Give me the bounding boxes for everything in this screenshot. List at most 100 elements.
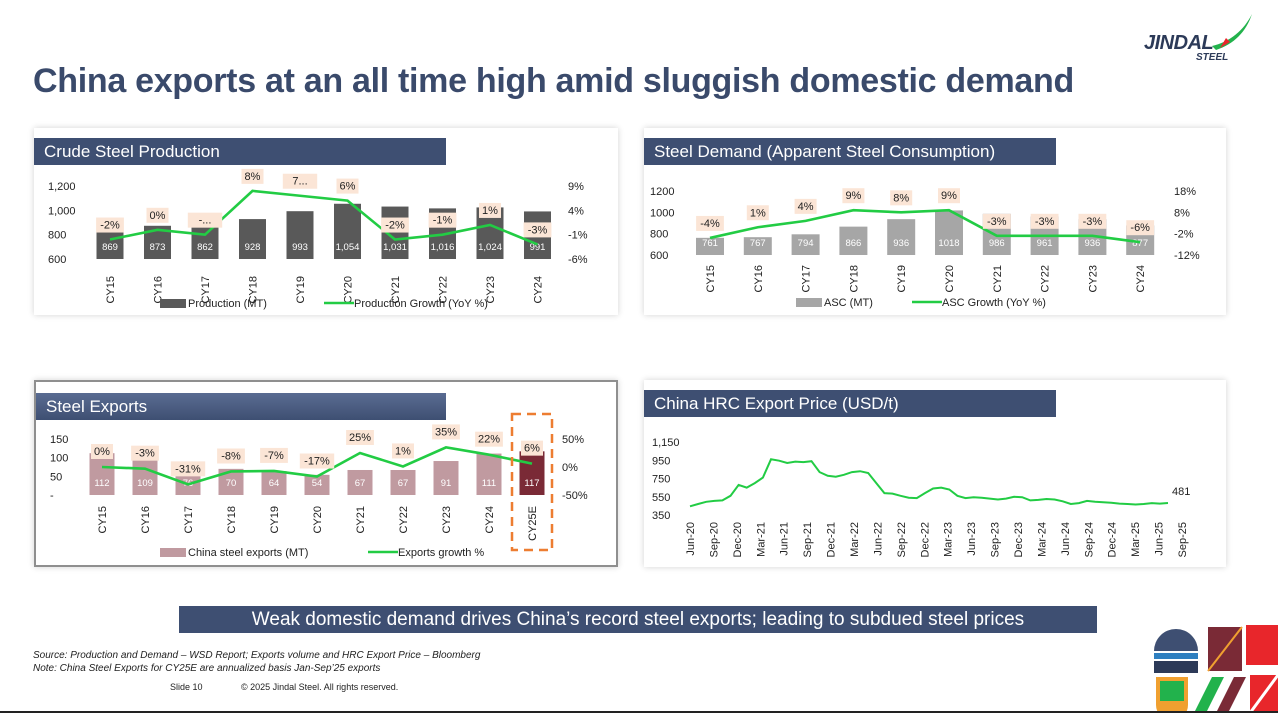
- y-left-tick-label: -: [50, 490, 54, 502]
- growth-label: 1%: [395, 445, 411, 457]
- category-tick-label: CY24: [533, 276, 545, 304]
- category-tick-label: CY17: [801, 265, 813, 293]
- y-right-tick-label: 8%: [1174, 207, 1190, 219]
- x-tick-label: Dec-21: [826, 522, 838, 557]
- growth-label: -3%: [1083, 216, 1103, 228]
- y-right-tick-label: 9%: [568, 181, 584, 193]
- y-left-tick-label: 50: [50, 471, 62, 483]
- y-tick-label: 350: [652, 510, 670, 522]
- growth-label: -3%: [1035, 216, 1055, 228]
- bar-cy15: [696, 237, 724, 255]
- growth-label: 1%: [482, 205, 498, 217]
- category-tick-label: CY20: [343, 276, 355, 304]
- growth-label: -7%: [264, 450, 284, 462]
- growth-label-box: [938, 188, 960, 204]
- y-tick-label: 1,150: [652, 437, 680, 449]
- growth-label-box: [96, 217, 124, 233]
- bar-cy16: [132, 454, 158, 495]
- bar-cy15: [89, 453, 115, 495]
- category-tick-label: CY23: [441, 506, 453, 534]
- growth-label: -3%: [135, 448, 155, 460]
- steel-exports-title: Steel Exports: [36, 393, 446, 420]
- decorative-pattern-graphic: [1154, 625, 1278, 713]
- category-tick-label: CY22: [438, 276, 450, 304]
- hrc-export-price-title: China HRC Export Price (USD/t): [644, 390, 1056, 417]
- growth-label: 0%: [94, 446, 110, 458]
- cy25e-highlight-box: [510, 412, 554, 552]
- x-tick-label: Sep-25: [1177, 522, 1189, 557]
- growth-label-box: [1126, 220, 1155, 236]
- bar-value-label: 1018: [938, 238, 959, 249]
- category-tick-label: CY16: [753, 265, 765, 293]
- crude-steel-production-panel: Crude Steel Production 1,200 1,000 800 600 9…: [34, 128, 618, 315]
- growth-label: 9%: [845, 190, 861, 202]
- y-left-tick-label: 1200: [650, 186, 674, 198]
- growth-label-box: [428, 212, 457, 228]
- growth-label-box: [842, 188, 865, 204]
- y-right-tick-label: 18%: [1174, 186, 1196, 198]
- steel-exports-panel: Steel Exports 150 100 50-50% 0% -50% 112 CY15 1…: [34, 380, 618, 567]
- bar-value-label: 111: [482, 478, 496, 489]
- growth-label-box: [336, 178, 359, 194]
- growth-label-box: [392, 443, 414, 459]
- x-tick-label: Jun-24: [1060, 522, 1072, 556]
- x-tick-label: Mar-21: [755, 522, 767, 557]
- growth-label-box: [91, 444, 113, 459]
- category-tick-label: CY20: [312, 506, 324, 534]
- x-tick-label: Mar-25: [1130, 522, 1142, 557]
- growth-label-box: [241, 168, 264, 184]
- slide-number: Slide 10: [170, 682, 203, 692]
- bar-value-label: 1,024: [478, 242, 502, 253]
- crude-steel-production-title: Crude Steel Production: [34, 138, 446, 165]
- category-tick-label: CY18: [226, 506, 238, 534]
- growth-label: -31%: [175, 463, 201, 475]
- y-tick-label: 950: [652, 455, 670, 467]
- footer-rule: [0, 711, 1278, 713]
- category-tick-label: CY19: [896, 265, 908, 293]
- growth-label: 8%: [893, 192, 909, 204]
- crude-steel-production-chart: 1,200 1,000 800 600 9% 4% -1% -6% 869 CY15 873 CY16…: [48, 168, 588, 310]
- growth-label: 0%: [150, 210, 166, 222]
- x-tick-label: Jun-21: [779, 522, 791, 556]
- growth-label: 25%: [349, 432, 371, 444]
- growth-label: -...: [199, 215, 212, 227]
- growth-label: 8%: [245, 171, 261, 183]
- hrc-export-price-panel: China HRC Export Price (USD/t) 1,150 950 7…: [644, 380, 1226, 567]
- y-right-tick-label: 50%: [562, 434, 584, 446]
- x-tick-label: Jun-20: [685, 522, 697, 556]
- exports-note: Note: China Steel Exports for CY25E are …: [33, 663, 381, 674]
- bar-value-label: 67: [355, 478, 366, 489]
- x-tick-label: Mar-23: [943, 522, 955, 557]
- bar-value-label: 936: [893, 238, 909, 249]
- growth-label-box: [432, 424, 460, 440]
- legend-bar-swatch: [796, 298, 822, 307]
- bar-cy20: [334, 203, 361, 259]
- bar-cy18: [239, 219, 266, 259]
- bar-value-label: 767: [750, 238, 766, 249]
- x-tick-label: Jun-23: [966, 522, 978, 556]
- category-tick-label: CY24: [484, 506, 496, 534]
- bar-value-label: 1,054: [336, 242, 360, 253]
- y-right-tick-label: -12%: [1174, 250, 1200, 262]
- growth-label-box: [146, 207, 169, 223]
- bar-value-label: 991: [530, 242, 546, 253]
- steel-demand-panel: Steel Demand (Apparent Steel Consumption…: [644, 128, 1226, 315]
- category-tick-label: CY24: [1135, 265, 1147, 293]
- steel-demand-chart: 1200 1000 800 600 18% 8% -2% -12% 761 CY15 767 CY16…: [650, 186, 1200, 309]
- growth-label-box: [1030, 213, 1059, 229]
- bar-value-label: 866: [845, 238, 861, 249]
- bar-value-label: 70: [226, 478, 237, 489]
- bar-cy18: [839, 226, 868, 255]
- x-tick-label: Sep-22: [896, 522, 908, 557]
- legend-bar-label: China steel exports (MT): [188, 547, 308, 559]
- growth-label-box: [523, 222, 552, 238]
- growth-label: -3%: [987, 216, 1007, 228]
- y-left-tick-label: 1,200: [48, 181, 76, 193]
- category-tick-label: CY15: [97, 506, 109, 534]
- logo-sub-text: STEEL: [1196, 52, 1229, 63]
- growth-line: [101, 446, 533, 486]
- bar-value-label: 64: [269, 478, 280, 489]
- x-tick-label: Jun-25: [1154, 522, 1166, 556]
- y-left-tick-label: 600: [650, 250, 668, 262]
- bar-value-label: 936: [1084, 238, 1100, 249]
